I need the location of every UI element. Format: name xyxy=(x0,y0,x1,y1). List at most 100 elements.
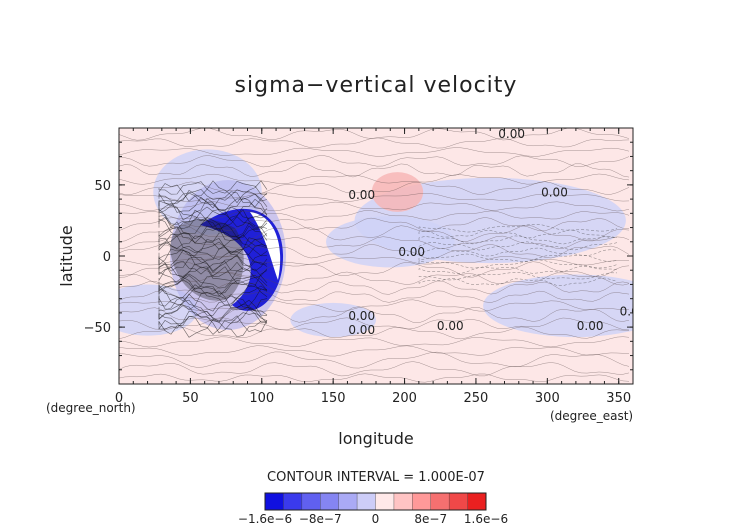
region-negative-3 xyxy=(326,216,455,268)
plot-area: 0.000.00 0.000.000.000.00 0.00 0.000.00 xyxy=(118,127,647,385)
colorbar-swatch xyxy=(301,493,321,510)
colorbar-swatch xyxy=(338,493,358,510)
contour-line-dense xyxy=(158,288,268,311)
contour-line-dense xyxy=(158,284,268,302)
x-tick-label: 100 xyxy=(249,391,274,406)
colorbar-tick-label: 8e−7 xyxy=(414,512,447,526)
contour-line-dense xyxy=(158,284,268,307)
contour-line xyxy=(119,155,630,168)
contour-line xyxy=(119,137,630,149)
y-tick-label: 50 xyxy=(94,179,111,194)
contour-line-dense xyxy=(158,217,268,238)
colorbar-tick-labels: −1.6e−6 −8e−7 0 8e−7 1.6e−6 xyxy=(238,512,508,526)
y-tick-label: 0 xyxy=(103,250,111,265)
contour-label: 0.00 xyxy=(620,305,647,319)
contour-line-dense xyxy=(158,260,268,276)
contour-line xyxy=(119,351,630,369)
contour-label: 0.00 xyxy=(398,245,425,259)
contour-line-negative xyxy=(418,277,618,286)
x-tick-label: 250 xyxy=(464,391,489,406)
colorbar-swatch xyxy=(430,493,450,510)
y-axis-label: latitude xyxy=(57,225,76,286)
contour-line xyxy=(119,361,630,377)
contour-line-dense xyxy=(158,319,267,338)
contour-line xyxy=(119,336,630,348)
contour-line xyxy=(119,290,630,303)
contour-label: 0.00 xyxy=(437,319,464,333)
x-tick-label: 150 xyxy=(321,391,346,406)
contour-line-dense xyxy=(158,308,268,334)
y-axis-unit: (degree_north) xyxy=(46,401,136,415)
colorbar-frame xyxy=(264,492,487,511)
contour-line xyxy=(119,317,630,331)
contour-line-dense xyxy=(158,188,268,202)
contour-line xyxy=(119,201,630,212)
storm-core-white xyxy=(250,212,281,280)
contour-line-dense xyxy=(158,216,268,230)
contour-line-dense xyxy=(158,198,268,222)
region-negative-5 xyxy=(290,302,376,338)
contour-line-dense xyxy=(158,180,268,204)
contour-line-dense xyxy=(158,255,268,273)
contour-line-dense xyxy=(158,273,268,290)
contour-line xyxy=(119,306,630,324)
contour-line xyxy=(119,299,630,312)
contour-label: 0.00 xyxy=(541,185,568,199)
y-axis: −50 0 50 xyxy=(84,141,633,371)
contour-line-negative xyxy=(418,235,618,245)
contour-label: 0.00 xyxy=(348,309,375,323)
colorbar-swatch xyxy=(449,493,468,510)
x-tick-label: 300 xyxy=(535,391,560,406)
contour-line-dense xyxy=(158,266,268,284)
chart-title: sigma−vertical velocity xyxy=(235,73,518,98)
contour-lines xyxy=(119,128,630,383)
region-positive-6 xyxy=(371,172,424,212)
contour-label: 0.00 xyxy=(348,323,375,337)
contour-line-negative xyxy=(418,259,618,269)
colorbar-tick-label: −8e−7 xyxy=(299,512,342,526)
contour-line-dense xyxy=(158,315,268,335)
contour-line xyxy=(119,163,630,178)
contour-line-dense xyxy=(158,293,268,312)
x-tick-label: 0 xyxy=(115,391,123,406)
contour-line-negative xyxy=(418,229,618,239)
colorbar-swatch xyxy=(283,493,303,510)
x-tick-label: 350 xyxy=(606,391,631,406)
contour-label: 0.00 xyxy=(577,319,604,333)
contour-line xyxy=(119,147,630,157)
x-tick-label: 200 xyxy=(392,391,417,406)
x-axis-unit: (degree_east) xyxy=(550,409,633,423)
colorbar-tick-label: 0 xyxy=(372,512,380,526)
contour-line-dense xyxy=(158,261,268,279)
contour-line-dense xyxy=(158,189,268,209)
colorbar-swatch xyxy=(393,493,413,510)
contour-line xyxy=(119,345,630,357)
y-tick-label: −50 xyxy=(84,321,111,336)
contour-interval-text: CONTOUR INTERVAL = 1.000E-07 xyxy=(267,470,485,485)
colorbar-swatch xyxy=(357,493,376,510)
contour-line xyxy=(119,244,630,260)
contour-line-dense xyxy=(158,209,268,233)
colorbar xyxy=(264,492,487,511)
colorbar-swatch xyxy=(320,493,339,510)
contour-line-dense xyxy=(158,311,268,324)
x-axis-label: longitude xyxy=(338,429,413,448)
contour-line-dense xyxy=(158,235,268,254)
contour-line-dense xyxy=(158,248,268,272)
contour-labels: 0.000.00 0.000.000.000.00 0.00 0.000.00 xyxy=(348,128,647,337)
contour-line-dense xyxy=(158,275,268,295)
colorbar-swatch xyxy=(375,493,395,510)
contour-line-negative xyxy=(418,272,618,281)
x-axis: 0 50 100 150 200 250 300 350 xyxy=(115,128,631,406)
contour-line-dense xyxy=(158,245,268,260)
contour-line xyxy=(119,217,630,232)
contour-line-negative xyxy=(418,247,618,257)
colorbar-swatch xyxy=(412,493,432,510)
contour-line xyxy=(119,261,630,278)
contour-line xyxy=(119,210,630,221)
contour-line xyxy=(119,256,630,266)
contour-label: 0.00 xyxy=(348,188,375,202)
contour-line xyxy=(119,373,630,383)
region-negative-4 xyxy=(483,274,633,338)
